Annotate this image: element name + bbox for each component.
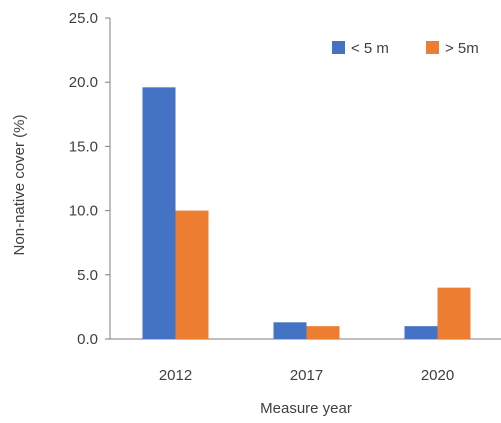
x-axis-title: Measure year xyxy=(260,400,352,417)
y-tick-label: 0.0 xyxy=(77,331,98,348)
y-axis-title: Non-native cover (%) xyxy=(11,115,28,256)
y-tick-label: 5.0 xyxy=(77,267,98,284)
y-tick-label: 10.0 xyxy=(69,203,98,220)
y-tick-label: 20.0 xyxy=(69,74,98,91)
bar-gt-5m-2012 xyxy=(175,210,209,339)
bar-gt-5m-2017 xyxy=(306,326,340,339)
legend-label: > 5m xyxy=(445,40,479,57)
legend-swatch xyxy=(426,41,439,54)
bar-lt-5m-2012 xyxy=(142,87,176,339)
x-tick-label: 2020 xyxy=(421,367,454,384)
bar-gt-5m-2020 xyxy=(437,287,471,339)
x-tick-label: 2012 xyxy=(159,367,192,384)
x-axis: 2012 2017 2020 xyxy=(110,338,501,384)
y-tick-label: 25.0 xyxy=(69,10,98,27)
bar-lt-5m-2020 xyxy=(404,326,438,339)
legend-swatch xyxy=(332,41,345,54)
bar-lt-5m-2017 xyxy=(273,322,307,339)
y-axis: 0.0 5.0 10.0 15.0 20.0 25.0 xyxy=(69,10,111,348)
legend: < 5 m > 5m xyxy=(332,40,479,57)
y-tick-label: 15.0 xyxy=(69,138,98,155)
x-tick-label: 2017 xyxy=(290,367,323,384)
legend-label: < 5 m xyxy=(351,40,389,57)
bars xyxy=(142,87,471,339)
